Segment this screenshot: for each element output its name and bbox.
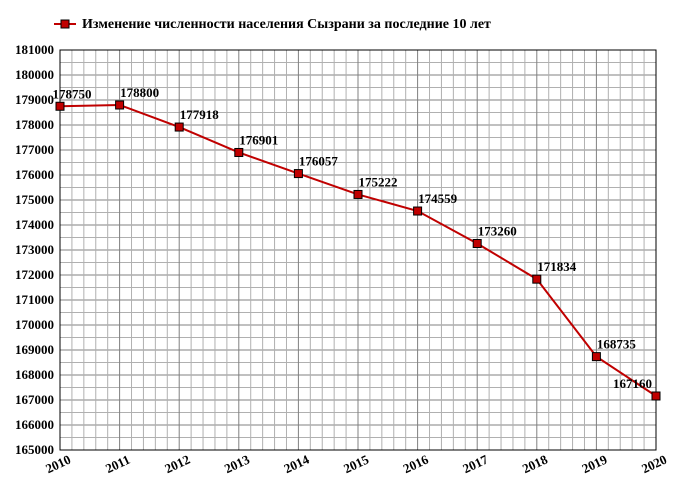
legend: Изменение численности населения Сызрани … <box>54 17 491 32</box>
y-axis-tick-label: 169000 <box>15 342 54 357</box>
y-axis-tick-label: 178000 <box>15 117 54 132</box>
data-point-label: 171834 <box>537 259 577 274</box>
data-point-label: 175222 <box>359 174 398 189</box>
data-point-marker <box>354 190 362 198</box>
y-axis-tick-label: 172000 <box>15 267 54 282</box>
data-point-marker <box>533 275 541 283</box>
y-axis-tick-label: 167000 <box>15 392 54 407</box>
data-point-label: 168735 <box>597 337 637 352</box>
data-point-label: 178750 <box>53 86 92 101</box>
data-point-marker <box>56 102 64 110</box>
y-axis-tick-label: 165000 <box>15 442 54 457</box>
data-point-label: 177918 <box>180 107 220 122</box>
y-axis-tick-label: 177000 <box>15 142 54 157</box>
data-point-label: 176057 <box>299 154 339 169</box>
x-axis-tick-label: 2011 <box>103 452 132 476</box>
data-point-label: 176901 <box>239 132 278 147</box>
x-axis-tick-label: 2012 <box>162 452 192 477</box>
data-point-label: 178800 <box>120 85 159 100</box>
data-point-marker <box>414 207 422 215</box>
x-axis-tick-label: 2015 <box>341 451 371 476</box>
data-point-label: 174559 <box>418 191 458 206</box>
y-axis-tick-label: 168000 <box>15 367 54 382</box>
chart-container: 165000 166000 167000 168000 169000 170000 1710… <box>0 0 680 500</box>
data-point-marker <box>652 392 660 400</box>
x-axis-tick-label: 2013 <box>222 451 252 476</box>
y-axis-tick-label: 171000 <box>15 292 54 307</box>
data-point-marker <box>116 101 124 109</box>
y-axis-tick-label: 175000 <box>15 192 54 207</box>
data-point-marker <box>294 170 302 178</box>
x-axis-tick-label: 2017 <box>460 451 490 476</box>
x-axis-tick-label: 2018 <box>520 451 550 476</box>
y-axis-tick-label: 174000 <box>15 217 54 232</box>
y-axis-tick-label: 170000 <box>15 317 54 332</box>
y-axis-tick-label: 181000 <box>15 42 54 57</box>
x-axis-tick-label: 2019 <box>580 451 610 476</box>
y-axis-tick-label: 180000 <box>15 67 54 82</box>
y-axis-tick-label: 179000 <box>15 92 54 107</box>
y-axis-tick-label: 176000 <box>15 167 54 182</box>
x-axis-tick-label: 2020 <box>639 452 669 477</box>
data-point-marker <box>592 353 600 361</box>
chart-svg: 165000 166000 167000 168000 169000 170000 1710… <box>0 0 680 500</box>
x-axis-tick-label: 2014 <box>282 451 312 476</box>
x-axis-tick-label: 2016 <box>401 451 431 476</box>
y-axis-tick-label: 166000 <box>15 417 54 432</box>
data-point-label: 167160 <box>613 376 652 391</box>
data-point-marker <box>175 123 183 131</box>
data-point-marker <box>473 240 481 248</box>
data-point-marker <box>235 148 243 156</box>
data-point-label: 173260 <box>478 224 517 239</box>
y-axis-tick-label: 173000 <box>15 242 54 257</box>
legend-label: Изменение численности населения Сызрани … <box>82 17 491 32</box>
